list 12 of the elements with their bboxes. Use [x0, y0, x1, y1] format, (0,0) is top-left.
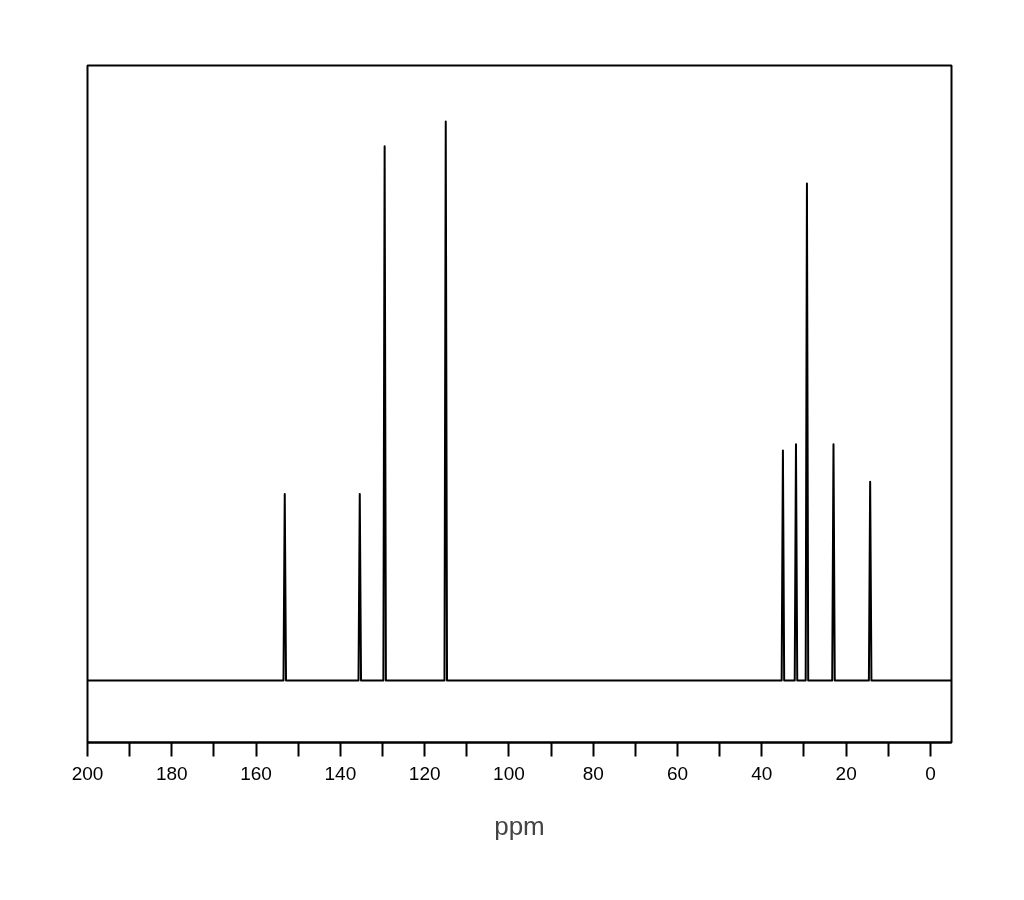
x-tick-label: 100: [493, 762, 525, 784]
x-tick-label: 160: [240, 762, 272, 784]
x-tick-label: 60: [666, 762, 689, 784]
x-tick-label: 40: [751, 762, 773, 784]
x-tick-label: 140: [324, 762, 357, 784]
x-tick-label: 20: [835, 762, 857, 784]
x-axis-title: ppm: [494, 810, 545, 841]
x-tick-label: 0: [925, 762, 936, 784]
x-tick-label: 120: [408, 762, 441, 784]
x-tick-label: 180: [155, 762, 188, 784]
x-tick-label: 200: [71, 762, 104, 784]
x-tick-label: 80: [582, 762, 604, 784]
